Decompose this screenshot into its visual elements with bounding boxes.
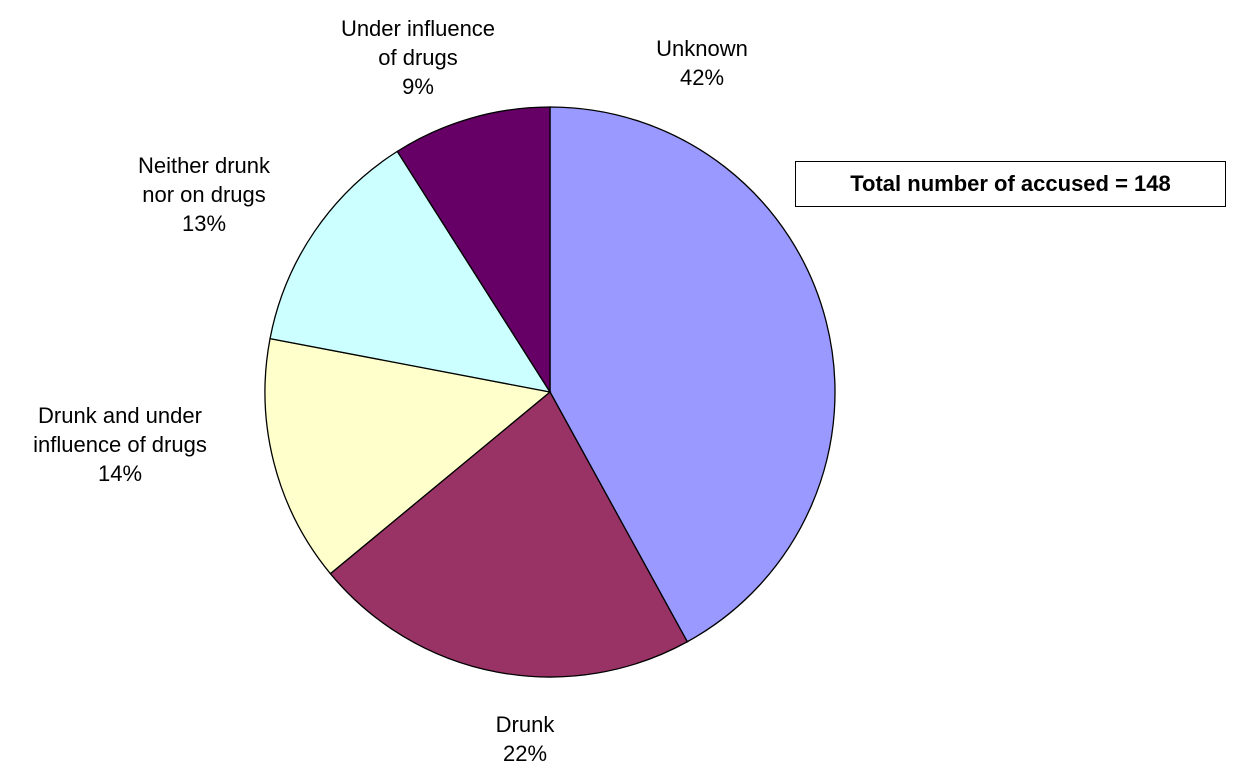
slice-label-2: Drunk 22% [496, 712, 556, 766]
slice-label-5: Under influence of drugs 9% [341, 16, 495, 99]
pie-slice-4 [269, 150, 552, 393]
slice-label-4: Neither drunk nor on drugs 13% [138, 153, 271, 236]
pie-slice-5 [396, 106, 551, 395]
slice-category-label: of drugs [378, 45, 458, 70]
slice-value-label: 13% [182, 211, 226, 236]
slice-value-label: 22% [503, 741, 547, 766]
slice-category-label: Unknown [656, 36, 748, 61]
slice-category-label: Neither drunk [138, 153, 271, 178]
pie-slice-3 [264, 337, 552, 575]
slice-value-label: 14% [98, 461, 142, 486]
slice-labels: Unknown 42% Drunk 22% Drunk and under influen… [33, 16, 748, 766]
pie-slice-1 [549, 106, 836, 643]
slice-value-label: 42% [680, 65, 724, 90]
slice-label-3: Drunk and under influence of drugs 14% [33, 403, 207, 486]
slice-category-label: Drunk and under [38, 403, 202, 428]
slice-category-label: nor on drugs [142, 182, 266, 207]
slice-category-label: Drunk [496, 712, 556, 737]
pie-slices [264, 106, 836, 678]
slice-category-label: influence of drugs [33, 432, 207, 457]
slice-category-label: Under influence [341, 16, 495, 41]
slice-label-1: Unknown 42% [656, 36, 748, 90]
pie-slice-2 [329, 390, 689, 678]
slice-value-label: 9% [402, 74, 434, 99]
total-accused-note: Total number of accused = 148 [795, 161, 1226, 207]
